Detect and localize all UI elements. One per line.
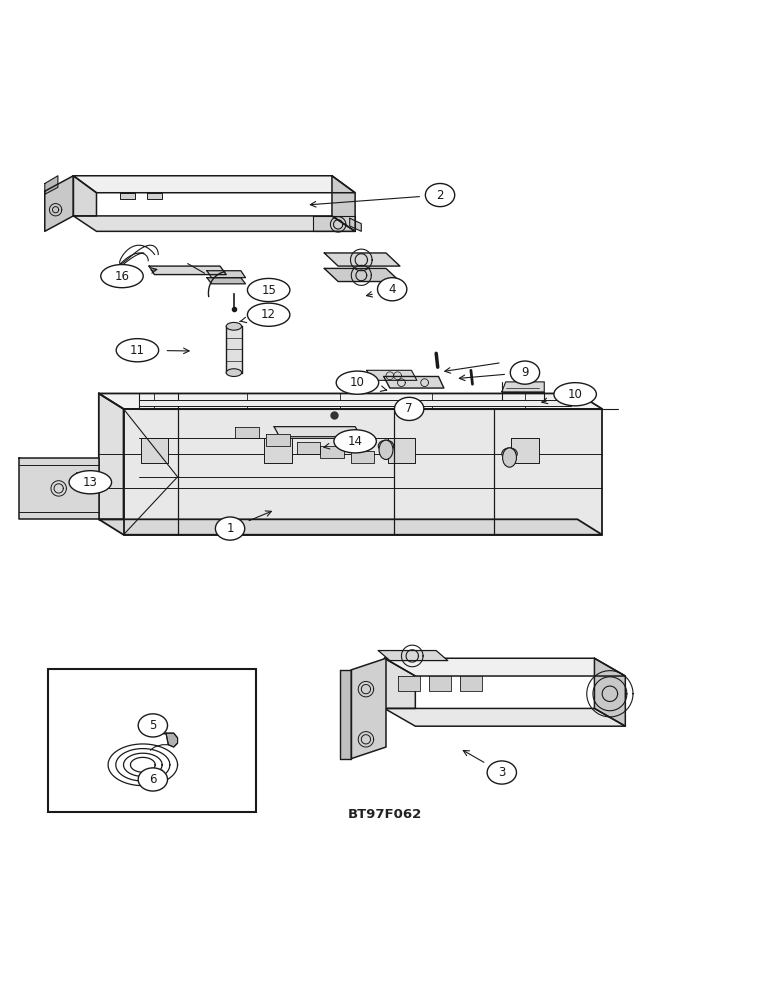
Polygon shape	[351, 658, 386, 759]
Ellipse shape	[247, 278, 290, 302]
Text: 6: 6	[149, 773, 157, 786]
Polygon shape	[313, 216, 355, 231]
Polygon shape	[19, 458, 99, 519]
Text: 13: 13	[83, 476, 98, 489]
Polygon shape	[274, 427, 361, 437]
Text: 12: 12	[261, 308, 276, 321]
Polygon shape	[235, 427, 259, 438]
Text: 15: 15	[261, 284, 276, 297]
Ellipse shape	[510, 361, 540, 384]
Text: 14: 14	[347, 435, 363, 448]
Polygon shape	[384, 376, 444, 388]
Ellipse shape	[378, 440, 394, 452]
Polygon shape	[207, 271, 245, 278]
Polygon shape	[149, 266, 226, 275]
Text: 3: 3	[498, 766, 506, 779]
Ellipse shape	[554, 383, 597, 406]
Polygon shape	[207, 278, 245, 284]
Text: 7: 7	[405, 402, 413, 415]
Polygon shape	[139, 400, 571, 406]
Text: 9: 9	[521, 366, 529, 379]
Ellipse shape	[378, 278, 407, 301]
Polygon shape	[141, 438, 168, 463]
Polygon shape	[297, 442, 320, 454]
Text: 10: 10	[567, 388, 583, 401]
Text: 4: 4	[388, 283, 396, 296]
Polygon shape	[350, 218, 361, 231]
Polygon shape	[73, 176, 96, 216]
Polygon shape	[266, 434, 290, 446]
Polygon shape	[429, 676, 451, 691]
Polygon shape	[226, 326, 242, 373]
Ellipse shape	[247, 303, 290, 326]
Text: 11: 11	[130, 344, 145, 357]
Polygon shape	[332, 176, 355, 231]
Ellipse shape	[379, 440, 393, 459]
Polygon shape	[384, 658, 625, 676]
Ellipse shape	[503, 448, 516, 467]
Polygon shape	[511, 438, 539, 463]
Polygon shape	[264, 438, 292, 463]
Text: BT97F062: BT97F062	[347, 808, 422, 821]
Ellipse shape	[394, 397, 424, 420]
Text: 5: 5	[149, 719, 157, 732]
Ellipse shape	[138, 768, 168, 791]
Polygon shape	[166, 733, 178, 747]
Polygon shape	[378, 651, 448, 661]
Polygon shape	[340, 670, 351, 759]
Polygon shape	[398, 676, 420, 691]
Polygon shape	[124, 409, 602, 535]
Polygon shape	[594, 658, 625, 726]
Polygon shape	[99, 393, 602, 409]
Text: 1: 1	[226, 522, 234, 535]
Polygon shape	[324, 268, 400, 282]
Ellipse shape	[138, 714, 168, 737]
Polygon shape	[73, 176, 355, 193]
Bar	[48, 669, 256, 812]
Polygon shape	[384, 708, 625, 726]
Ellipse shape	[334, 430, 377, 453]
Polygon shape	[120, 193, 135, 199]
Polygon shape	[45, 176, 73, 231]
Polygon shape	[147, 193, 162, 199]
Ellipse shape	[100, 265, 144, 288]
Polygon shape	[384, 658, 415, 708]
Ellipse shape	[337, 371, 379, 394]
Ellipse shape	[502, 448, 517, 459]
Text: 16: 16	[114, 270, 130, 283]
Ellipse shape	[487, 761, 516, 784]
Polygon shape	[45, 176, 58, 194]
Polygon shape	[324, 253, 400, 266]
Polygon shape	[460, 676, 482, 691]
Ellipse shape	[215, 517, 245, 540]
Polygon shape	[388, 438, 415, 463]
Polygon shape	[502, 382, 544, 392]
Ellipse shape	[226, 369, 242, 376]
Ellipse shape	[69, 471, 112, 494]
Polygon shape	[351, 451, 374, 463]
Ellipse shape	[226, 322, 242, 330]
Polygon shape	[73, 216, 355, 231]
Polygon shape	[99, 519, 602, 535]
Ellipse shape	[116, 339, 159, 362]
Polygon shape	[320, 446, 344, 458]
Polygon shape	[367, 370, 417, 380]
Text: 2: 2	[436, 189, 444, 202]
Polygon shape	[99, 393, 124, 519]
Ellipse shape	[425, 183, 455, 207]
Text: 10: 10	[350, 376, 365, 389]
